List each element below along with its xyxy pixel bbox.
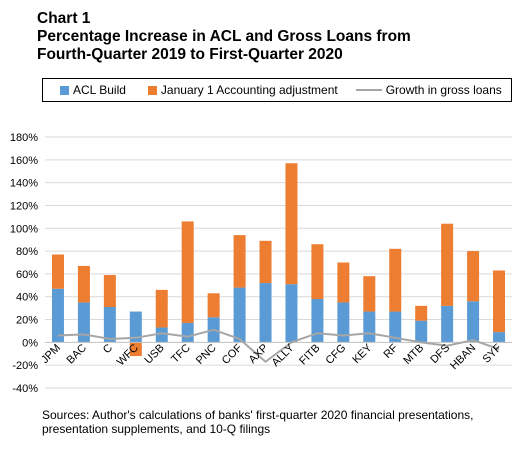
legend-swatch-adjustment xyxy=(147,85,157,95)
y-tick-label: 20% xyxy=(16,315,38,327)
x-tick-label-pnc: PNC xyxy=(194,342,219,367)
y-tick-label: 140% xyxy=(10,178,38,190)
bar-acl-build-dfs xyxy=(441,305,454,343)
legend-label-adjustment: January 1 Accounting adjustment xyxy=(160,83,338,97)
bar-acl-build-wfc xyxy=(129,311,142,343)
chart-title-line-2: Fourth-Quarter 2019 to First-Quarter 202… xyxy=(37,46,343,63)
chart-title-line-1: Percentage Increase in ACL and Gross Loa… xyxy=(37,28,411,45)
x-tick-label-cof: COF xyxy=(220,342,245,367)
bar-acl-build-c xyxy=(103,306,116,343)
y-tick-label: 120% xyxy=(10,200,38,212)
x-tick-label-cfg: CFG xyxy=(324,342,349,367)
legend-swatch-growth xyxy=(355,89,382,91)
bar-adjustment-cfg xyxy=(337,262,350,303)
source-note: Sources: Author's calculations of banks'… xyxy=(42,408,474,436)
chart-legend: ACL Build January 1 Accounting adjustmen… xyxy=(42,78,512,102)
bar-acl-build-rf xyxy=(389,311,402,343)
bar-adjustment-jpm xyxy=(51,254,64,289)
bar-adjustment-syf xyxy=(493,270,506,333)
bar-adjustment-cof xyxy=(233,235,246,288)
y-tick-label: 60% xyxy=(16,269,38,281)
bar-adjustment-mtb xyxy=(415,305,428,321)
bar-acl-build-usb xyxy=(155,327,168,343)
bar-adjustment-axp xyxy=(259,240,272,284)
x-tick-label-axp: AXP xyxy=(247,342,271,366)
legend-item-adjustment: January 1 Accounting adjustment xyxy=(147,83,338,97)
x-tick-label-mtb: MTB xyxy=(401,342,426,367)
x-tick-label-fitb: FITB xyxy=(297,342,322,367)
bar-acl-build-jpm xyxy=(51,288,64,343)
x-tick-label-key: KEY xyxy=(350,342,375,367)
legend-label-growth: Growth in gross loans xyxy=(385,83,502,97)
bar-adjustment-ally xyxy=(285,163,298,285)
bar-acl-build-syf xyxy=(493,332,506,343)
bar-adjustment-key xyxy=(363,276,376,312)
legend-label-acl-build: ACL Build xyxy=(73,83,126,97)
bar-adjustment-rf xyxy=(389,248,402,312)
x-tick-label-syf: SYF xyxy=(481,342,505,366)
bar-adjustment-hban xyxy=(467,251,480,302)
bar-adjustment-c xyxy=(103,275,116,307)
y-tick-label: 0% xyxy=(22,337,38,349)
bar-adjustment-tfc xyxy=(181,221,194,323)
x-tick-label-c: C xyxy=(101,342,115,356)
chart-number: Chart 1 xyxy=(37,10,91,27)
x-tick-label-hban: HBAN xyxy=(448,342,478,372)
x-tick-label-tfc: TFC xyxy=(169,342,193,366)
x-tick-label-jpm: JPM xyxy=(39,342,63,366)
growth-line xyxy=(57,328,500,363)
legend-item-acl-build: ACL Build xyxy=(60,83,126,97)
bar-acl-build-cfg xyxy=(337,302,350,343)
bar-adjustment-fitb xyxy=(311,244,324,300)
bar-adjustment-dfs xyxy=(441,223,454,306)
chart-title-block: Chart 1 Percentage Increase in ACL and G… xyxy=(37,10,517,64)
y-tick-label: 180% xyxy=(10,132,38,144)
bar-acl-build-fitb xyxy=(311,299,324,343)
x-tick-label-usb: USB xyxy=(142,342,166,366)
bar-acl-build-hban xyxy=(467,301,480,343)
bar-acl-build-axp xyxy=(259,283,272,343)
legend-item-growth: Growth in gross loans xyxy=(355,83,502,97)
y-tick-label: -40% xyxy=(12,383,38,395)
bar-adjustment-bac xyxy=(77,265,90,303)
x-tick-label-bac: BAC xyxy=(65,342,90,367)
y-tick-label: -20% xyxy=(12,360,38,372)
bar-acl-build-key xyxy=(363,311,376,343)
x-tick-label-rf: RF xyxy=(382,342,401,361)
bar-acl-build-tfc xyxy=(181,322,194,343)
y-tick-label: 160% xyxy=(10,155,38,167)
bar-acl-build-cof xyxy=(233,287,246,343)
y-tick-label: 80% xyxy=(16,246,38,258)
y-tick-label: 100% xyxy=(10,223,38,235)
bar-adjustment-wfc xyxy=(129,342,142,357)
bar-acl-build-mtb xyxy=(415,320,428,343)
bar-adjustment-usb xyxy=(155,289,168,328)
y-tick-label: 40% xyxy=(16,292,38,304)
bar-adjustment-pnc xyxy=(207,293,220,318)
legend-swatch-acl-build xyxy=(60,85,69,95)
bar-acl-build-ally xyxy=(285,284,298,343)
bar-acl-build-bac xyxy=(77,302,90,343)
